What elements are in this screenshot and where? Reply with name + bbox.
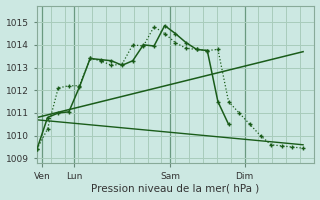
X-axis label: Pression niveau de la mer( hPa ): Pression niveau de la mer( hPa ) (91, 184, 260, 194)
